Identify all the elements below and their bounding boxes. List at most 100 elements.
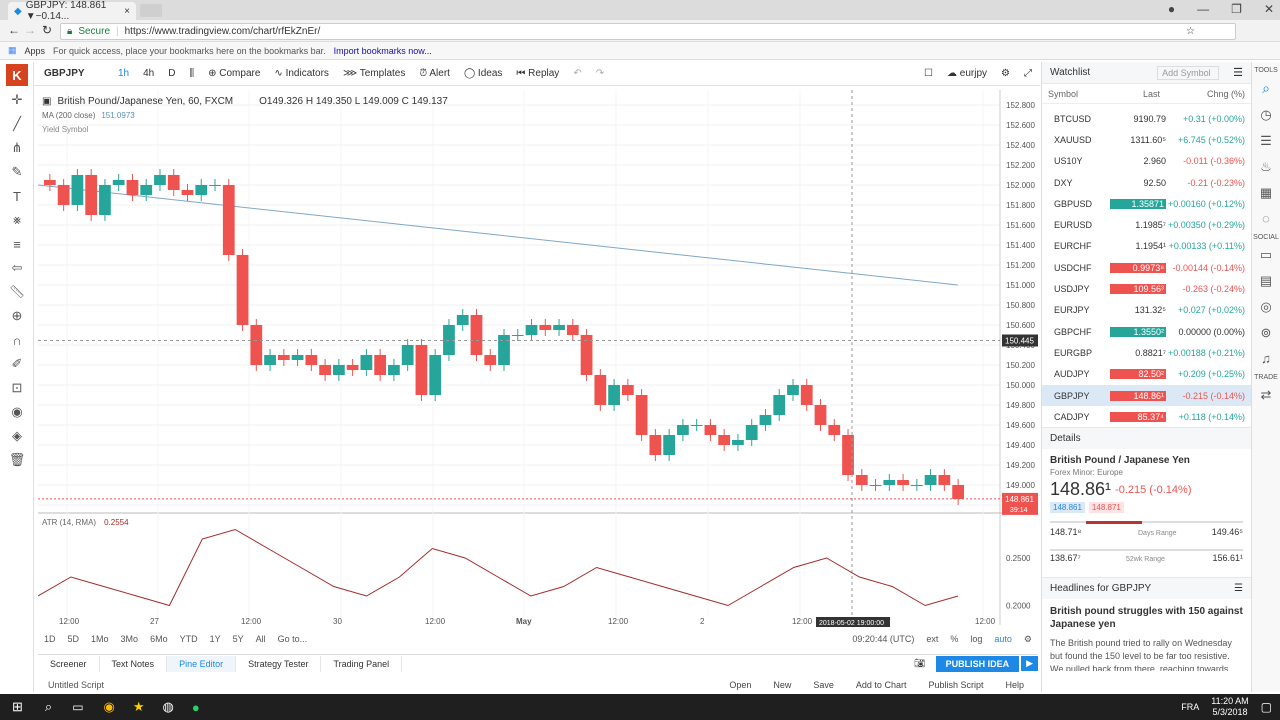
bell-icon[interactable]: ♫	[1261, 351, 1271, 366]
indicators-button[interactable]: ∿ Indicators	[274, 68, 329, 79]
profile-icon[interactable]: ●	[1167, 2, 1176, 16]
trend-line-icon[interactable]: ╱	[13, 116, 21, 131]
symbol-search[interactable]: GBPJPY	[44, 68, 85, 79]
bottom-tab-text-notes[interactable]: Text Notes	[100, 655, 168, 672]
reload-icon[interactable]: ↻	[42, 23, 53, 37]
watchlist-row[interactable]: DXY 92.50 -0.21 (-0.23%)	[1042, 172, 1251, 193]
eye-icon[interactable]: ◉	[11, 404, 23, 419]
timeframe-1y[interactable]: 1Y	[209, 634, 221, 644]
watchlist-row[interactable]: EURCHF 1.1954¹ +0.00133 (+0.11%)	[1042, 236, 1251, 257]
replay-button[interactable]: ⏮ Replay	[516, 68, 560, 79]
ideas-button[interactable]: ◯ Ideas	[463, 68, 503, 79]
col-symbol[interactable]: Symbol	[1048, 88, 1079, 99]
trash-icon[interactable]: 🗑︎	[8, 452, 26, 467]
undo-icon[interactable]: ↶	[573, 68, 582, 79]
watchlist-row[interactable]: GBPUSD 1.35871 +0.00160 (+0.12%)	[1042, 193, 1251, 214]
chat-icon[interactable]: ▭	[1259, 247, 1273, 262]
import-bookmarks-link[interactable]: Import bookmarks now...	[333, 45, 432, 56]
stream-icon[interactable]: ◎	[1260, 299, 1272, 314]
task-view-icon[interactable]: ▭	[72, 700, 84, 714]
whatsapp-icon[interactable]: ●	[191, 699, 200, 715]
gear-icon[interactable]: ⚙︎	[1023, 633, 1032, 644]
timeframe-5d[interactable]: 5D	[67, 634, 80, 644]
list-icon[interactable]: ☰	[1260, 133, 1272, 148]
apps-link[interactable]: Apps	[24, 45, 46, 56]
watchlist-row[interactable]: USDJPY 109.56³ -0.263 (-0.24%)	[1042, 278, 1251, 299]
scale-auto[interactable]: auto	[994, 634, 1012, 644]
maximize-icon[interactable]: ❐	[1231, 2, 1242, 16]
interval-1h[interactable]: 1h	[118, 68, 130, 79]
goto-button[interactable]: Go to...	[277, 634, 308, 644]
timeframe-all[interactable]: All	[255, 634, 266, 644]
browser-tab[interactable]: ◆ GBPJPY: 148.861 ▼−0.14... ×	[8, 0, 136, 22]
chart-area[interactable]: 152.800 152.600 152.400 152.200 152.000 151.8…	[38, 90, 1038, 630]
timeframe-3mo[interactable]: 3Mo	[120, 634, 139, 644]
layers-icon[interactable]: ◈	[12, 428, 22, 443]
chart-style-icon[interactable]: ⫼	[189, 68, 195, 79]
language-indicator[interactable]: FRA	[1181, 702, 1200, 712]
headlines-menu-icon[interactable]: ☰	[1234, 583, 1243, 595]
lightbulb-icon[interactable]: ◌	[1262, 211, 1270, 226]
timeframe-5y[interactable]: 5Y	[232, 634, 244, 644]
watchlist-row[interactable]: CADJPY 85.37⁴ +0.118 (+0.14%)	[1042, 406, 1251, 427]
bottom-tab-strategy-tester[interactable]: Strategy Tester	[236, 655, 322, 672]
ruler-icon[interactable]: 📏︎	[8, 284, 26, 299]
bottom-tab-trading-panel[interactable]: Trading Panel	[321, 655, 403, 672]
camera-icon[interactable]: 📷︎	[914, 658, 926, 668]
headline-title[interactable]: British pound struggles with 150 against…	[1050, 606, 1243, 631]
utc-clock[interactable]: 09:20:44 (UTC)	[852, 634, 915, 644]
script-action-save[interactable]: Save	[813, 680, 834, 690]
arrow-left-icon[interactable]: ⇦	[11, 260, 23, 275]
trade-icon[interactable]: ⇄	[1260, 387, 1272, 402]
watchlist-row[interactable]: GBPJPY 148.86¹ -0.215 (-0.14%)	[1042, 384, 1251, 407]
notification-icon[interactable]: ▢	[1260, 700, 1272, 714]
price-chart[interactable]: 152.800 152.600 152.400 152.200 152.000 151.8…	[38, 90, 1038, 630]
broadcast-icon[interactable]: ⊚	[1260, 325, 1272, 340]
script-action-publish-script[interactable]: Publish Script	[928, 680, 984, 690]
clock-icon[interactable]: ◷	[1260, 107, 1272, 122]
col-change[interactable]: Chng (%)	[1206, 88, 1245, 99]
timeframe-ytd[interactable]: YTD	[179, 634, 198, 644]
calendar-icon[interactable]: ▦	[1259, 185, 1273, 200]
app-icon[interactable]: ◍	[162, 699, 174, 714]
watchlist-row[interactable]: US10Y 2.960 -0.011 (-0.36%)	[1042, 151, 1251, 172]
list-menu-icon[interactable]: ☰	[1233, 67, 1243, 79]
watchlist-row[interactable]: EURUSD 1.1985⁷ +0.00350 (+0.29%)	[1042, 214, 1251, 235]
watchlist-row[interactable]: USDCHF 0.9973⁸ -0.00144 (-0.14%)	[1042, 257, 1251, 278]
timeframe-6mo[interactable]: 6Mo	[150, 634, 168, 644]
interval-4h[interactable]: 4h	[143, 68, 155, 79]
fullscreen-toggle-icon[interactable]: ☐	[924, 68, 933, 79]
url-field[interactable]: 🔒︎ Secure | https://www.tradingview.com/…	[60, 23, 1236, 40]
search-icon[interactable]: ⌕	[1262, 80, 1270, 96]
watchlist-row[interactable]: BTCUSD 9190.79 +0.31 (+0.00%)	[1042, 108, 1251, 129]
script-name[interactable]: Untitled Script	[48, 680, 105, 690]
bottom-tab-screener[interactable]: Screener	[38, 655, 100, 672]
brush-icon[interactable]: ✎	[11, 164, 23, 179]
compare-button[interactable]: ⊕ Compare	[208, 68, 261, 79]
flame-icon[interactable]: ♨	[1260, 159, 1272, 174]
watchlist-row[interactable]: XAUUSD 1311.60⁵ +6.745 (+0.52%)	[1042, 129, 1251, 150]
chrome-icon[interactable]: ◉	[103, 699, 115, 714]
chats-icon[interactable]: ▤	[1259, 273, 1273, 288]
star-app-icon[interactable]: ★	[132, 699, 145, 714]
expand-icon[interactable]: ⤢	[1024, 68, 1032, 79]
script-action-help[interactable]: Help	[1005, 680, 1024, 690]
play-icon[interactable]: ▶	[1021, 656, 1038, 671]
pattern-icon[interactable]: ⨳	[12, 212, 22, 227]
logo-icon[interactable]: K	[6, 64, 28, 86]
script-action-new[interactable]: New	[773, 680, 792, 690]
new-tab-button[interactable]	[140, 4, 162, 17]
crosshair-icon[interactable]: ✛	[11, 92, 23, 107]
settings-gear-icon[interactable]: ⚙︎	[1001, 68, 1010, 79]
publish-idea-button[interactable]: PUBLISH IDEA	[935, 655, 1020, 672]
add-symbol-input[interactable]: Add Symbol	[1157, 65, 1220, 80]
redo-icon[interactable]: ↷	[595, 68, 605, 79]
magnet-icon[interactable]: ∩	[12, 332, 22, 348]
watchlist-row[interactable]: EURGBP 0.8821⁷ +0.00188 (+0.21%)	[1042, 342, 1251, 363]
fib-icon[interactable]: ≡	[13, 236, 21, 252]
timeframe-1d[interactable]: 1D	[44, 634, 56, 644]
interval-d[interactable]: D	[168, 68, 176, 79]
bottom-tab-pine-editor[interactable]: Pine Editor	[167, 655, 237, 672]
apps-icon[interactable]: ▦	[8, 45, 17, 55]
scale-ext[interactable]: ext	[926, 634, 939, 644]
